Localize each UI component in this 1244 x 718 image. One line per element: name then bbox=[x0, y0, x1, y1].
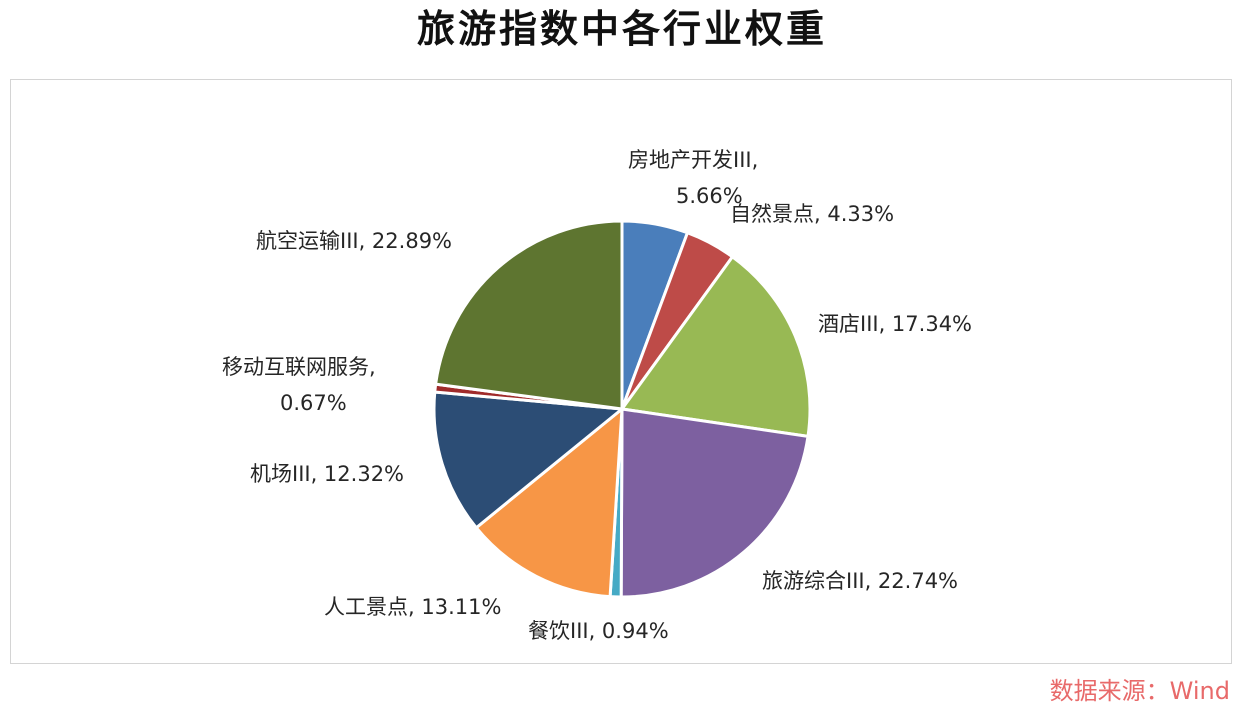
source-note: 数据来源：Wind bbox=[1049, 677, 1230, 705]
slice-label-5: 餐饮III, 0.94% bbox=[528, 619, 669, 643]
slice-label-9: 航空运输III, 22.89% bbox=[256, 229, 452, 253]
pie-slice-7 bbox=[432, 390, 624, 530]
slice-label-8-line-2: 0.67% bbox=[280, 391, 347, 415]
slice-label-1-line-2: 5.66% bbox=[676, 184, 743, 208]
chart-title: 旅游指数中各行业权重 bbox=[416, 7, 827, 51]
pie-slice-4 bbox=[619, 407, 810, 599]
pie-slice-3 bbox=[620, 255, 812, 438]
slice-label-2: 自然景点, 4.33% bbox=[730, 202, 894, 226]
chart-frame bbox=[10, 79, 1232, 664]
slice-label-1-line-1: 房地产开发III, bbox=[628, 148, 758, 172]
pie-slice-6 bbox=[474, 407, 624, 599]
slice-label-6: 人工景点, 13.11% bbox=[324, 595, 501, 619]
pie-slices bbox=[432, 219, 812, 599]
slice-label-7: 机场III, 12.32% bbox=[250, 462, 404, 486]
pie-labels: 房地产开发III, 5.66%自然景点, 4.33% 酒店III, 17.34% 旅游… bbox=[222, 148, 972, 643]
slice-label-4: 旅游综合III, 22.74% bbox=[762, 569, 958, 593]
slice-label-3: 酒店III, 17.34% bbox=[818, 312, 972, 336]
slice-label-8-line-1: 移动互联网服务, bbox=[222, 355, 376, 379]
pie-slice-9 bbox=[434, 219, 624, 411]
